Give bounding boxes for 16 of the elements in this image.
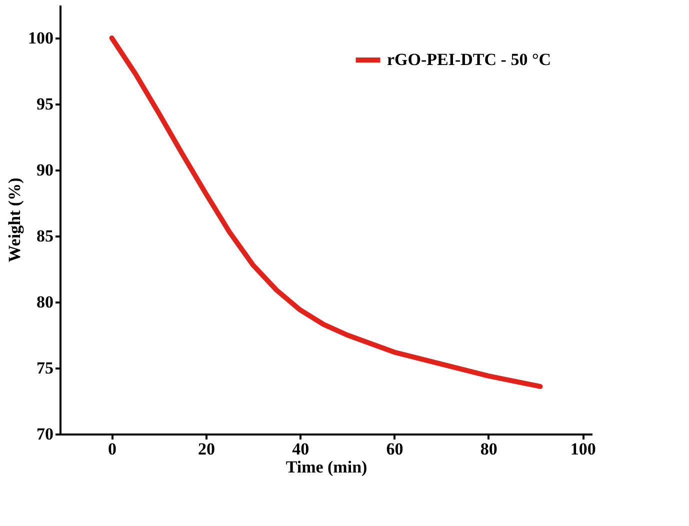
x-tick-label: 100 [570, 440, 596, 458]
y-tick-label: 85 [36, 226, 54, 246]
y-tick-label: 80 [36, 292, 54, 312]
y-tick-label: 90 [36, 160, 54, 180]
y-tick-label: 95 [36, 94, 54, 114]
x-tick-label: 0 [108, 440, 117, 458]
y-tick-label: 70 [36, 424, 54, 444]
x-tick-label: 60 [386, 440, 404, 458]
x-tick-label: 20 [198, 440, 215, 458]
legend-label: rGO-PEI-DTC - 50 °C [387, 50, 552, 69]
x-tick-label: 40 [292, 440, 310, 458]
y-axis-title: Weight (%) [5, 178, 24, 262]
x-tick-label: 80 [480, 440, 498, 458]
y-tick-label: 100 [28, 28, 54, 48]
x-axis-title: Time (min) [286, 458, 368, 476]
y-tick-label: 75 [36, 358, 54, 378]
